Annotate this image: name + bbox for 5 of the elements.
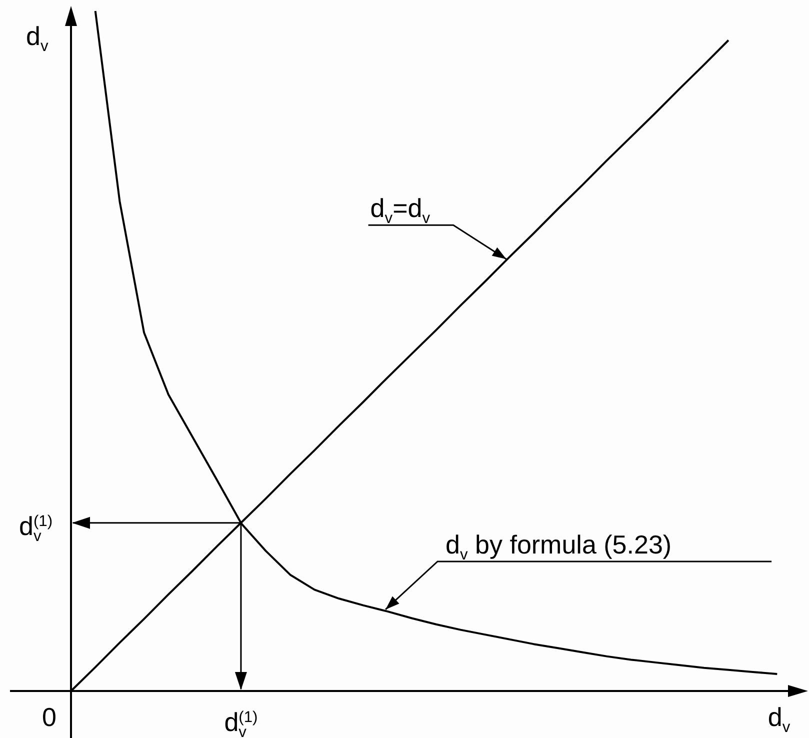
x-axis-title: d$_{v}$ <box>768 702 790 736</box>
text: d$_{v}$=d$_{v}$ <box>370 193 430 227</box>
text: 0 <box>42 702 56 732</box>
y-axis-title: d$_{v}$ <box>26 21 48 55</box>
text: d$_{v}$ by formula (5.23) <box>446 529 672 564</box>
